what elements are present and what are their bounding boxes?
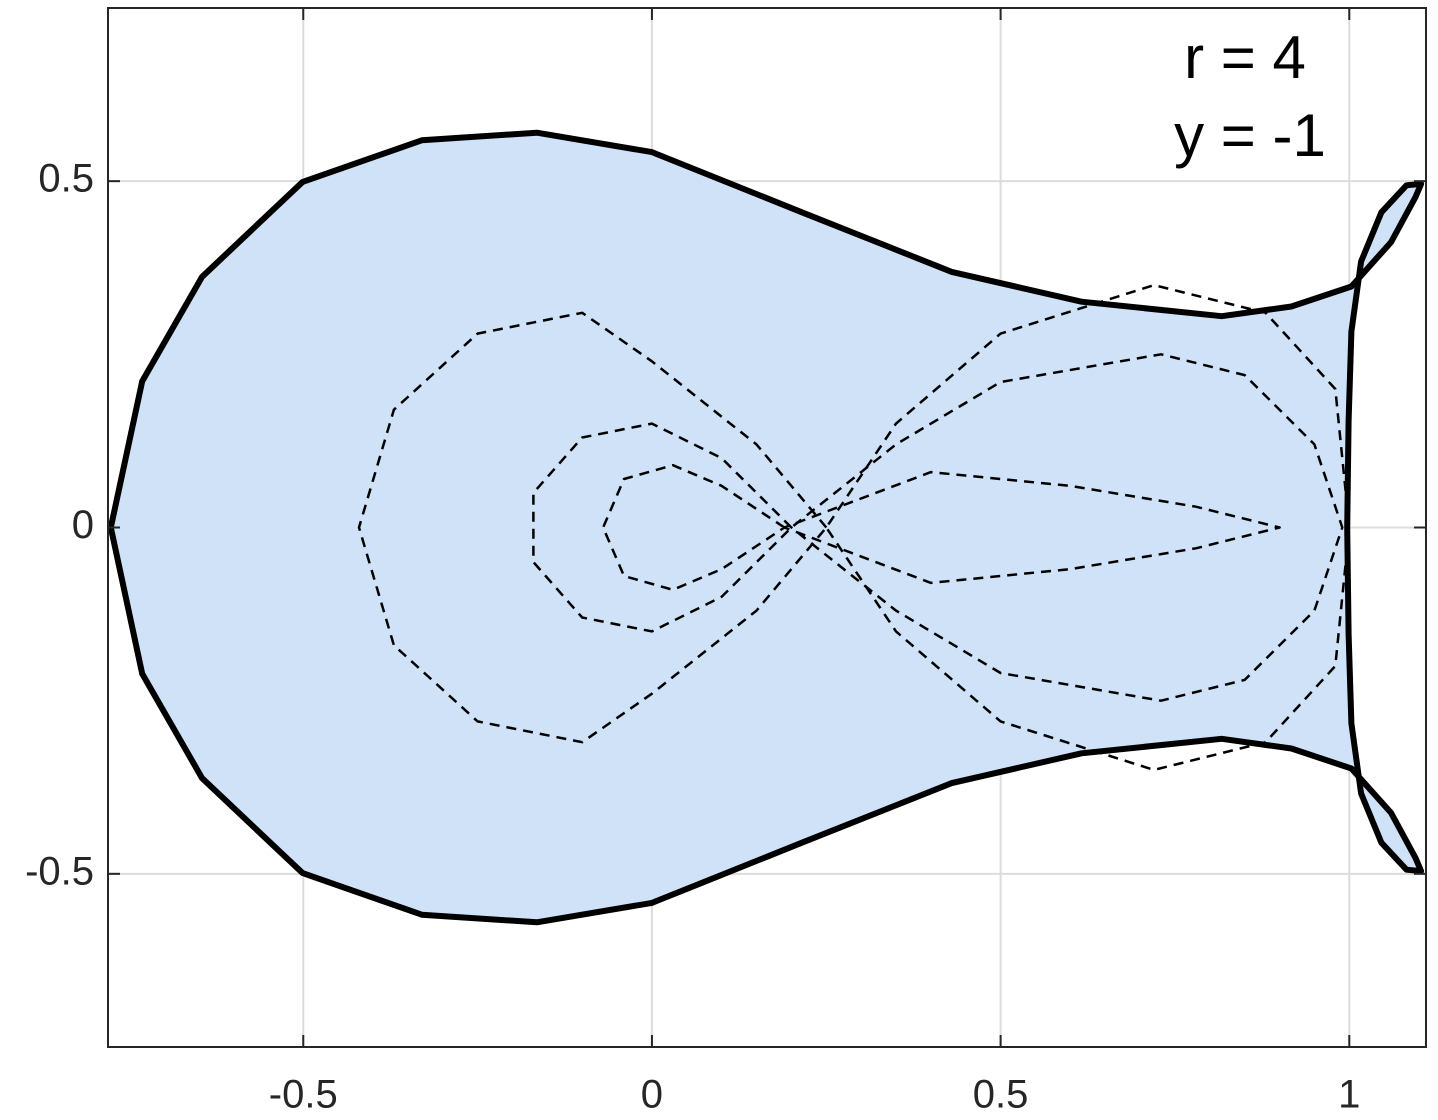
fill-area <box>110 132 1422 923</box>
dashed-curve <box>601 463 1281 592</box>
x-tick-label: 1 <box>1338 1073 1360 1117</box>
dashed-curve <box>357 283 1351 772</box>
annotation: y = -1 <box>1174 102 1326 169</box>
x-tick-label: 0 <box>641 1073 663 1117</box>
boundary-curve <box>107 129 1425 926</box>
annotation: r = 4 <box>1184 24 1306 91</box>
y-tick-label: 0 <box>72 503 94 547</box>
y-tick-label: -0.5 <box>25 849 94 893</box>
x-tick-label: -0.5 <box>269 1073 338 1117</box>
y-tick-label: 0.5 <box>38 157 94 201</box>
dashed-curve <box>532 353 1344 702</box>
x-tick-label: 0.5 <box>973 1073 1029 1117</box>
